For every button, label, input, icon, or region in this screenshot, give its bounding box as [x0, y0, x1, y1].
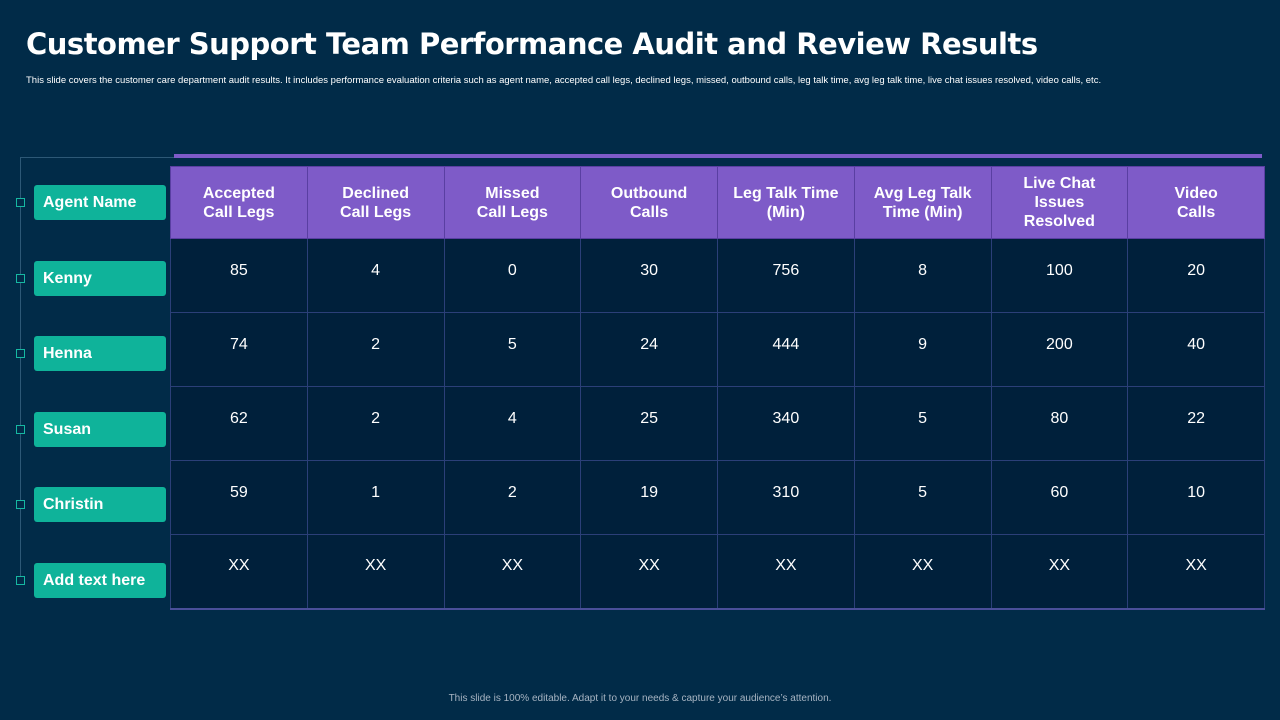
table-cell: 30 — [580, 238, 718, 313]
connector-vertical — [20, 157, 21, 583]
table-body: 85 4 0 30 756 8 100 20 74 2 5 24 444 9 200 40 62 2 4 25 340 5… — [170, 238, 1265, 610]
column-header-line: Live Chat — [1023, 175, 1096, 192]
agent-label: Henna — [34, 336, 166, 371]
agent-label: Kenny — [34, 261, 166, 296]
agent-label: Add text here — [34, 563, 166, 598]
table-cell: 5 — [853, 460, 992, 535]
table-cell: 24 — [580, 312, 718, 387]
table-cell: 4 — [306, 238, 445, 313]
header-accent-line — [174, 154, 1262, 158]
table-cell: 85 — [170, 238, 308, 313]
performance-table: Accepted Call Legs Declined Call Legs Missed… — [170, 166, 1265, 610]
table-cell: 1 — [306, 460, 445, 535]
table-cell: 22 — [1127, 386, 1265, 461]
column-header-line: Leg Talk Time — [733, 184, 839, 202]
column-header-line: Calls — [630, 203, 669, 221]
table-cell: 5 — [443, 312, 582, 387]
column-header-line: Time (Min) — [882, 203, 963, 221]
table-cell: 4 — [443, 386, 582, 461]
table-cell: XX — [1127, 534, 1265, 610]
agent-label: Susan — [34, 412, 166, 447]
agent-label: Christin — [34, 487, 166, 522]
table-row: 74 2 5 24 444 9 200 40 — [170, 312, 1265, 387]
table-cell: 74 — [170, 312, 308, 387]
column-header: Video Calls — [1127, 166, 1265, 239]
table-cell: 5 — [853, 386, 992, 461]
column-header-line: Declined — [342, 184, 409, 202]
table-cell: 2 — [306, 312, 445, 387]
table-cell: 20 — [1127, 238, 1265, 313]
column-header-line: Call Legs — [476, 203, 548, 221]
table-cell: 25 — [580, 386, 718, 461]
column-header: Outbound Calls — [580, 166, 718, 239]
column-header: Accepted Call Legs — [170, 166, 308, 239]
column-header-line: Calls — [1177, 203, 1216, 221]
connector-dot — [16, 349, 25, 358]
table-row: 59 1 2 19 310 5 60 10 — [170, 460, 1265, 535]
table-cell: 19 — [580, 460, 718, 535]
table-row: 62 2 4 25 340 5 80 22 — [170, 386, 1265, 461]
column-header-line: Outbound — [610, 184, 688, 202]
column-header-line: Avg Leg Talk — [873, 184, 972, 202]
column-header-line: Issues — [1034, 194, 1085, 211]
table-cell: 756 — [717, 238, 855, 313]
connector-dot — [16, 274, 25, 283]
table-cell: XX — [443, 534, 582, 610]
connector-dot — [16, 425, 25, 434]
page-subtitle: This slide covers the customer care depa… — [26, 75, 1102, 86]
connector-dot — [16, 576, 25, 585]
table-cell: 340 — [717, 386, 855, 461]
table-cell: 59 — [170, 460, 308, 535]
table-cell: XX — [580, 534, 718, 610]
table-cell: 2 — [443, 460, 582, 535]
table-row: XX XX XX XX XX XX XX XX — [170, 534, 1265, 610]
table-cell: 200 — [990, 312, 1129, 387]
table-cell: XX — [717, 534, 855, 610]
column-header: Declined Call Legs — [306, 166, 445, 239]
column-header-line: Missed — [485, 184, 540, 202]
table-cell: 60 — [990, 460, 1129, 535]
table-cell: 2 — [306, 386, 445, 461]
agent-name-header: Agent Name — [34, 185, 166, 220]
connector-horizontal — [20, 157, 174, 158]
column-header-line: Accepted — [202, 184, 275, 202]
table-row: 85 4 0 30 756 8 100 20 — [170, 238, 1265, 313]
column-header: Live Chat Issues Resolved — [990, 166, 1129, 239]
table-cell: 10 — [1127, 460, 1265, 535]
column-header: Missed Call Legs — [443, 166, 582, 239]
table-cell: 40 — [1127, 312, 1265, 387]
column-header-line: Resolved — [1023, 213, 1095, 230]
page-title: Customer Support Team Performance Audit … — [26, 27, 1038, 61]
table-cell: 9 — [853, 312, 992, 387]
table-cell: XX — [170, 534, 308, 610]
table-cell: 100 — [990, 238, 1129, 313]
column-header: Leg Talk Time (Min) — [717, 166, 855, 239]
table-cell: 80 — [990, 386, 1129, 461]
table-header-row: Accepted Call Legs Declined Call Legs Missed… — [170, 166, 1265, 239]
column-header-line: (Min) — [766, 203, 805, 221]
table-cell: 62 — [170, 386, 308, 461]
table-cell: XX — [853, 534, 992, 610]
footer-note: This slide is 100% editable. Adapt it to… — [448, 693, 832, 704]
column-header-line: Video — [1174, 184, 1218, 202]
table-cell: 444 — [717, 312, 855, 387]
connector-dot — [16, 500, 25, 509]
column-header: Avg Leg Talk Time (Min) — [853, 166, 992, 239]
table-cell: XX — [306, 534, 445, 610]
table-cell: 0 — [443, 238, 582, 313]
table-cell: 8 — [853, 238, 992, 313]
connector-dot — [16, 198, 25, 207]
column-header-line: Call Legs — [340, 203, 412, 221]
table-cell: XX — [990, 534, 1129, 610]
column-header-line: Call Legs — [203, 203, 275, 221]
table-cell: 310 — [717, 460, 855, 535]
